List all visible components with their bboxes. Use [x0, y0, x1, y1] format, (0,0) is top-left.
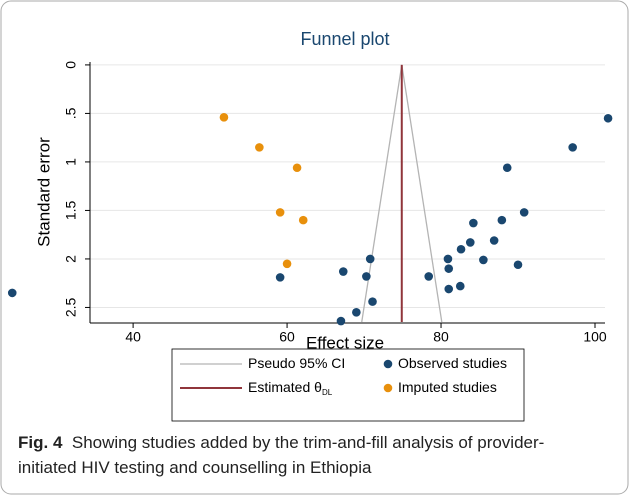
legend-label: Estimated θDL: [248, 379, 333, 397]
data-point: [603, 113, 613, 123]
data-point: [444, 264, 454, 273]
data-point: [336, 316, 346, 326]
y-tick-label: .5: [63, 107, 79, 119]
data-point: [455, 281, 465, 291]
legend-swatch: [383, 359, 393, 369]
series-line: [361, 64, 443, 323]
data-point: [469, 218, 478, 228]
legend-label-text: Observed studies: [398, 355, 507, 371]
caption: Fig. 4 Showing studies added by the trim…: [18, 430, 598, 480]
legend-swatch: [383, 383, 393, 393]
caption-label: Fig. 4: [18, 433, 63, 452]
y-tick-label: 2.5: [63, 298, 79, 318]
data-point: [489, 236, 499, 245]
data-point: [519, 208, 529, 217]
legend-label-subscript: DL: [322, 388, 333, 397]
data-point: [298, 215, 308, 225]
x-tick-label: 60: [279, 329, 295, 345]
data-point: [275, 273, 285, 282]
data-point: [7, 288, 17, 298]
chart-title: Funnel plot: [300, 29, 389, 49]
data-point: [219, 112, 229, 122]
data-point: [497, 215, 507, 225]
legend-label-text: Imputed studies: [398, 379, 497, 395]
legend-label-text: Pseudo 95% CI: [248, 355, 345, 371]
data-point: [456, 244, 466, 254]
y-tick-label: 1: [63, 158, 79, 166]
data-point: [282, 259, 292, 269]
y-tick-label: 0: [63, 61, 79, 69]
legend-label: Pseudo 95% CI: [248, 355, 345, 371]
data-point: [352, 307, 361, 317]
legend-label: Observed studies: [398, 355, 507, 371]
data-point: [368, 297, 377, 306]
data-point: [275, 208, 285, 217]
x-tick-label: 100: [583, 329, 607, 345]
x-axis-label: Effect size: [306, 333, 384, 352]
data-point: [465, 238, 475, 247]
y-tick-label: 2: [63, 255, 79, 263]
data-point: [365, 254, 375, 264]
y-tick-label: 1.5: [63, 200, 79, 220]
data-point: [255, 143, 264, 152]
legend-label: Imputed studies: [398, 379, 497, 395]
x-tick-label: 80: [433, 329, 449, 345]
legend-label-text: Estimated θ: [248, 379, 322, 395]
data-point: [444, 284, 454, 294]
data-point: [568, 143, 577, 152]
data-point: [479, 255, 488, 265]
x-tick-label: 40: [125, 329, 141, 345]
caption-text: Showing studies added by the trim-and-fi…: [18, 433, 545, 477]
data-point: [502, 163, 512, 173]
legend-box: [171, 348, 525, 422]
data-point: [292, 163, 302, 173]
data-point: [513, 260, 523, 270]
data-point: [362, 272, 371, 281]
data-point: [338, 267, 348, 276]
data-point: [443, 254, 453, 264]
y-axis-label: Standard error: [34, 137, 53, 247]
data-point: [424, 272, 434, 281]
